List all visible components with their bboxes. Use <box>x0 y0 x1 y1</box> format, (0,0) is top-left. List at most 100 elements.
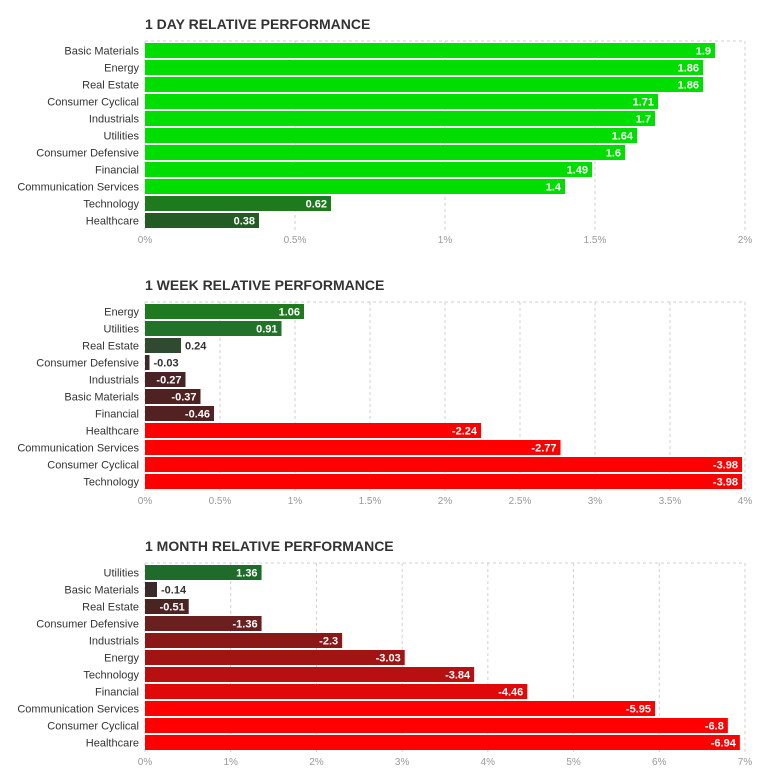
value-label: -6.94 <box>711 738 737 750</box>
category-label: Industrials <box>89 636 140 648</box>
tick-label: 3% <box>395 757 410 768</box>
tick-label: 3.5% <box>659 496 682 507</box>
tick-label: 1.5% <box>584 235 607 246</box>
bar <box>145 457 742 472</box>
bar <box>145 355 150 370</box>
value-label: -2.3 <box>319 636 338 648</box>
value-label: -3.98 <box>713 477 738 489</box>
tick-label: 1% <box>223 757 238 768</box>
tick-label: 1.5% <box>359 496 382 507</box>
tick-label: 5% <box>566 757 581 768</box>
value-label: -5.95 <box>626 704 651 716</box>
category-label: Energy <box>104 307 139 319</box>
bar <box>145 77 703 92</box>
category-label: Technology <box>83 199 139 211</box>
value-label: 1.6 <box>606 148 621 160</box>
category-label: Consumer Defensive <box>36 619 139 631</box>
category-label: Healthcare <box>86 738 139 750</box>
tick-label: 4% <box>481 757 496 768</box>
chart-svg: 0% 0.5% 1% 1.5% 2% Basic Materials 1.9 Energy 1.… <box>17 40 753 246</box>
bar <box>145 701 655 716</box>
category-label: Consumer Defensive <box>36 148 139 160</box>
category-label: Financial <box>95 165 139 177</box>
tick-label: 7% <box>738 757 753 768</box>
value-label: -2.24 <box>452 426 478 438</box>
chart-title: 1 WEEK RELATIVE PERFORMANCE <box>145 277 385 293</box>
bar <box>145 389 201 404</box>
value-label: -3.84 <box>445 670 471 682</box>
tick-label: 0% <box>138 235 153 246</box>
bar <box>145 684 528 699</box>
bar <box>145 179 565 194</box>
category-label: Real Estate <box>82 80 139 92</box>
category-label: Technology <box>83 477 139 489</box>
value-label: -0.51 <box>160 602 185 614</box>
category-label: Consumer Cyclical <box>47 460 139 472</box>
bar <box>145 128 637 143</box>
chart-svg: 0% 0.5% 1% 1.5% 2% 2.5% 3% 3.5% 4% Energy 1.06 Util… <box>17 301 752 507</box>
value-label: -4.46 <box>498 687 523 699</box>
bar <box>145 582 157 597</box>
category-label: Utilities <box>104 324 140 336</box>
bar <box>145 213 259 228</box>
chart-1day: 1 DAY RELATIVE PERFORMANCE 0% 0.5% 1% 1.5% 2… <box>0 16 767 248</box>
value-label: -3.03 <box>376 653 401 665</box>
value-label: 1.9 <box>696 46 711 58</box>
tick-label: 2.5% <box>509 496 532 507</box>
category-label: Real Estate <box>82 602 139 614</box>
tick-label: 1% <box>438 235 453 246</box>
bar <box>145 94 658 109</box>
value-label: 0.24 <box>185 341 207 353</box>
category-label: Energy <box>104 63 139 75</box>
category-label: Industrials <box>89 114 140 126</box>
value-label: -0.14 <box>161 585 187 597</box>
category-label: Basic Materials <box>64 46 139 58</box>
category-label: Real Estate <box>82 341 139 353</box>
value-label: 0.62 <box>306 199 327 211</box>
bar <box>145 43 715 58</box>
bar <box>145 735 740 750</box>
category-label: Consumer Defensive <box>36 358 139 370</box>
tick-label: 2% <box>309 757 324 768</box>
bar <box>145 162 592 177</box>
bar <box>145 474 742 489</box>
category-label: Basic Materials <box>64 585 139 597</box>
value-label: 1.49 <box>567 165 588 177</box>
value-label: 1.06 <box>279 307 300 319</box>
category-label: Industrials <box>89 375 140 387</box>
value-label: -0.27 <box>156 375 181 387</box>
tick-label: 0% <box>138 496 153 507</box>
tick-label: 0.5% <box>284 235 307 246</box>
bar <box>145 304 304 319</box>
value-label: -0.03 <box>154 358 179 370</box>
value-label: 0.91 <box>256 324 277 336</box>
bar <box>145 196 331 211</box>
value-label: -3.98 <box>713 460 738 472</box>
category-label: Communication Services <box>17 182 139 194</box>
bar <box>145 667 475 682</box>
value-label: 1.71 <box>633 97 654 109</box>
tick-label: 2% <box>738 235 753 246</box>
tick-label: 6% <box>652 757 667 768</box>
category-label: Technology <box>83 670 139 682</box>
chart-1week: 1 WEEK RELATIVE PERFORMANCE 0% 0.5% 1% 1.5%… <box>0 277 767 509</box>
bar <box>145 60 703 75</box>
bar <box>145 423 481 438</box>
value-label: 0.38 <box>234 216 255 228</box>
tick-label: 2% <box>438 496 453 507</box>
value-label: -6.8 <box>705 721 724 733</box>
category-label: Energy <box>104 653 139 665</box>
bar <box>145 599 189 614</box>
chart-1month: 1 MONTH RELATIVE PERFORMANCE 0% 1% 2% 3% 4% 5… <box>0 538 767 770</box>
value-label: 1.7 <box>636 114 651 126</box>
bar <box>145 633 343 648</box>
category-label: Utilities <box>104 568 140 580</box>
category-label: Utilities <box>104 131 140 143</box>
value-label: 1.86 <box>678 80 699 92</box>
tick-label: 3% <box>588 496 603 507</box>
value-label: -2.77 <box>531 443 556 455</box>
tick-label: 1% <box>288 496 303 507</box>
value-label: 1.4 <box>546 182 562 194</box>
bar <box>145 338 181 353</box>
bar <box>145 321 282 336</box>
